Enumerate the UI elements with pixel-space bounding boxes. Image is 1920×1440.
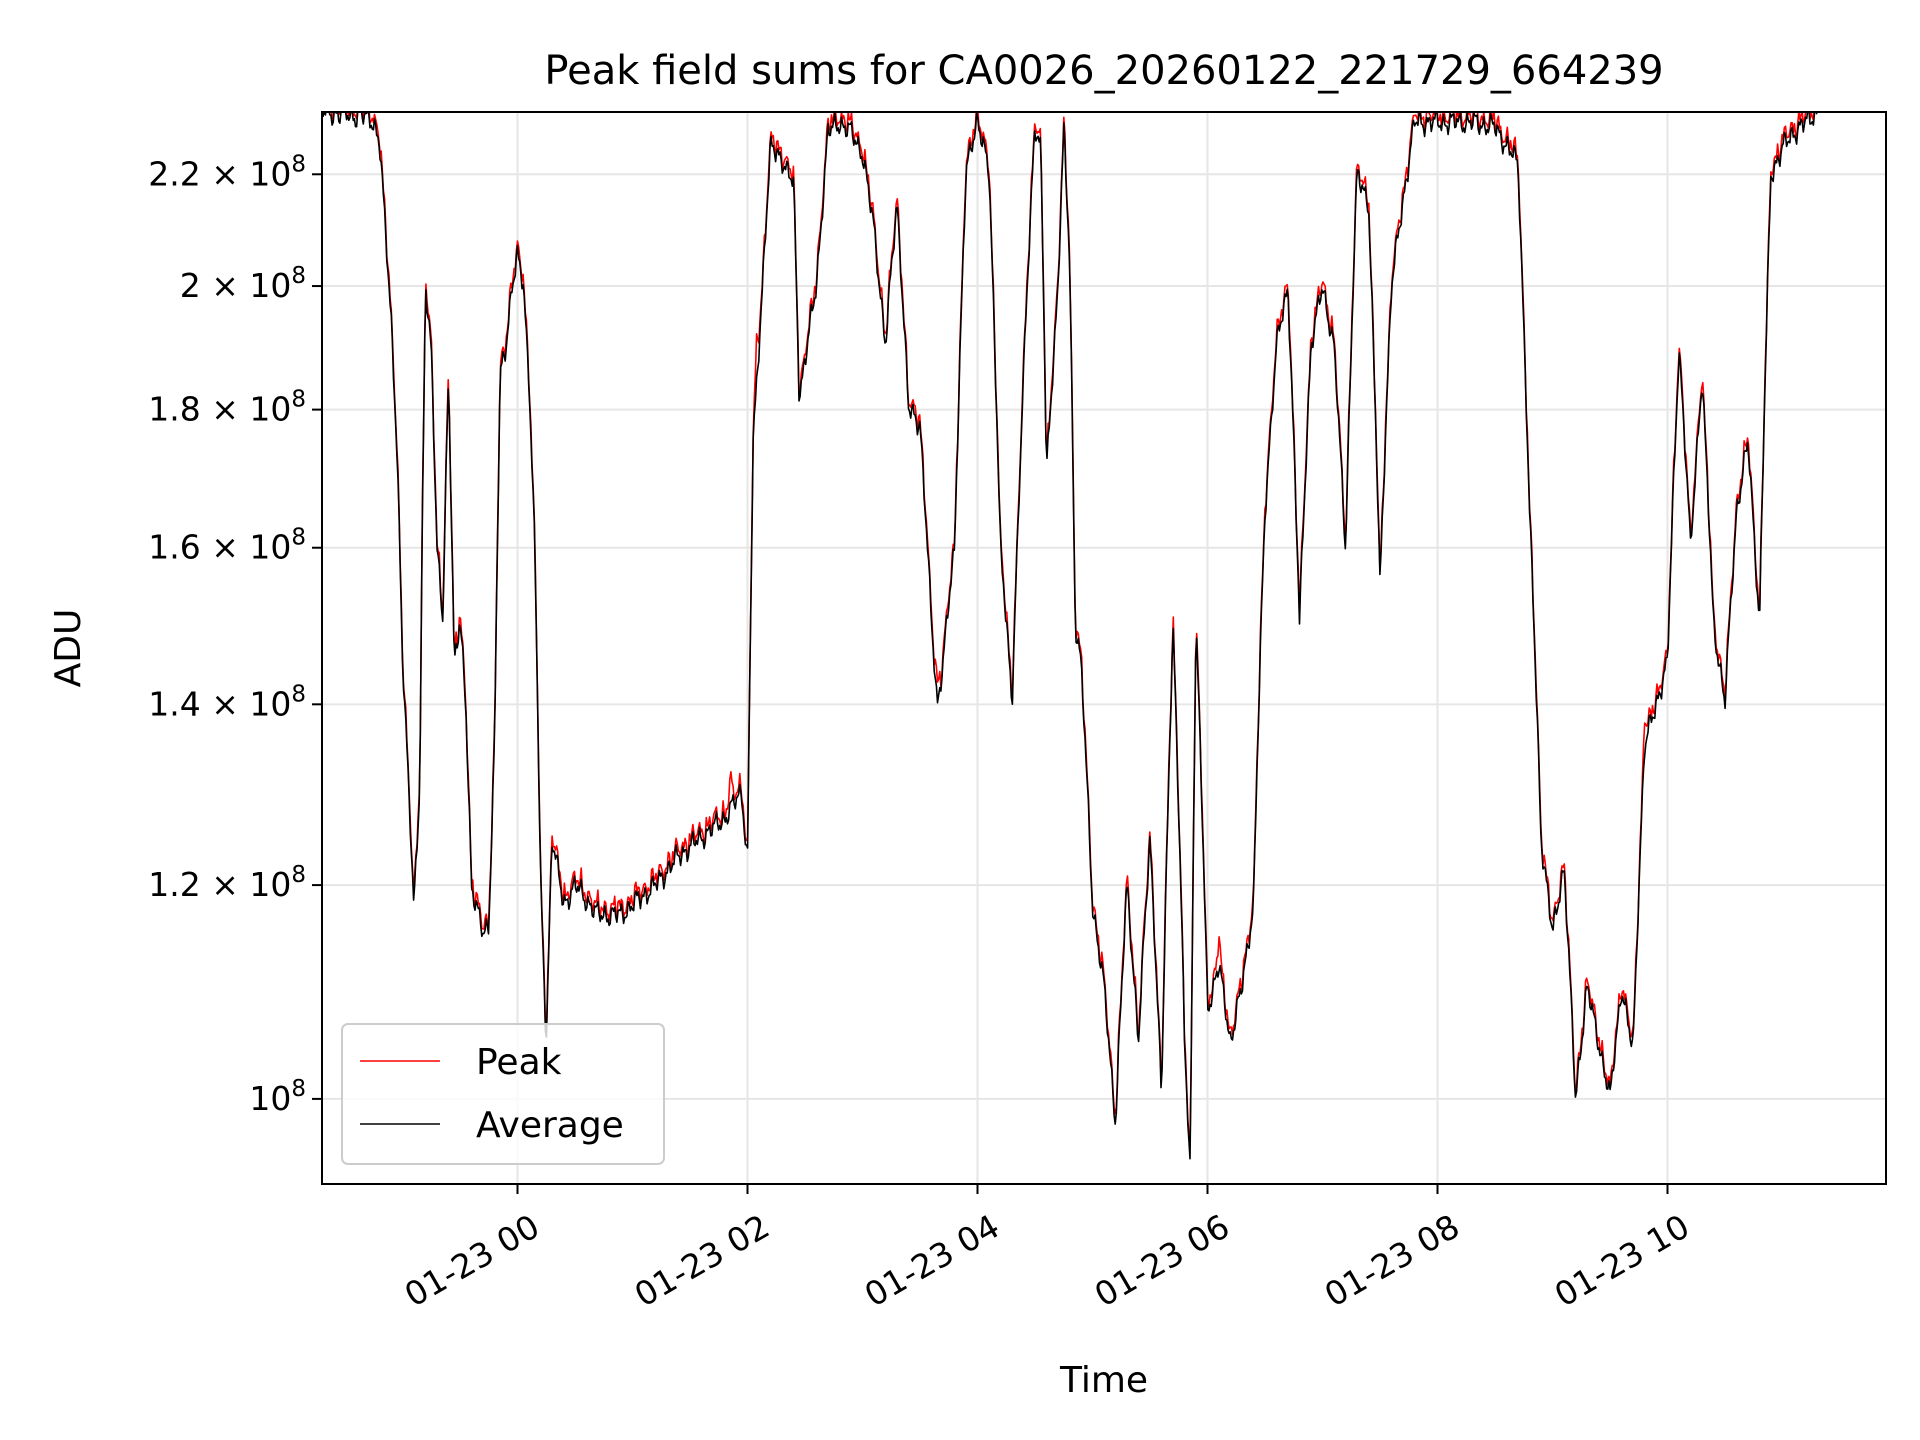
series-layer: [322, 112, 1818, 1160]
x-axis-label: Time: [1059, 1360, 1148, 1401]
legend: Peak Average: [341, 1023, 665, 1165]
y-axis-label: ADU: [48, 609, 89, 688]
y-axis-ticks: 108 1.2 × 108 1.4 × 108 1.6 × 108 1.8 × 108 2…: [148, 151, 322, 1118]
y-tick-label: 1.8 × 108: [148, 387, 306, 429]
y-tick-label: 2 × 108: [180, 263, 306, 305]
chart-title: Peak field sums for CA0026_20260122_2217…: [544, 48, 1663, 94]
y-tick-label: 108: [249, 1076, 306, 1118]
series-line-average: [322, 112, 1818, 1160]
y-tick-label: 1.6 × 108: [148, 525, 306, 567]
plot-frame: [321, 111, 1887, 1185]
legend-box: [341, 1023, 665, 1165]
y-tick-label: 1.2 × 108: [148, 862, 306, 904]
legend-label-peak: Peak: [476, 1042, 562, 1083]
y-tick-label: 1.4 × 108: [148, 681, 306, 723]
y-tick-label: 2.2 × 108: [148, 151, 306, 193]
legend-label-average: Average: [476, 1105, 624, 1146]
